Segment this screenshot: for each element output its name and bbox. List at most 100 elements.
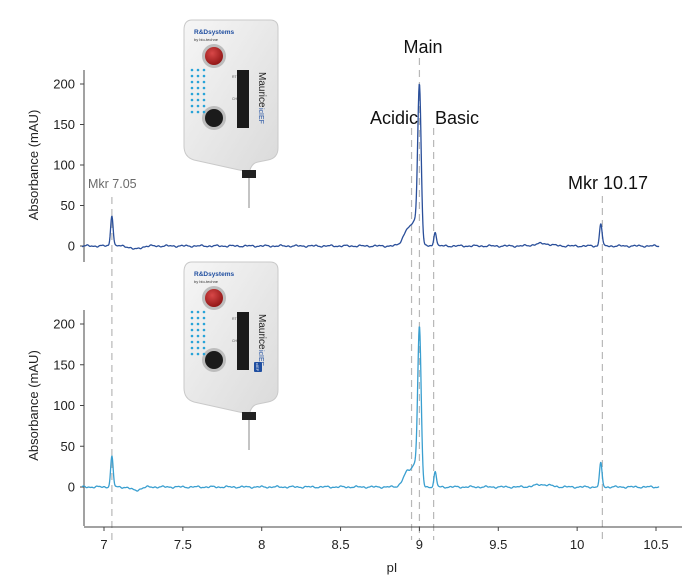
marker-label-main: Main xyxy=(403,37,442,57)
marker-label-mkr-7-05: Mkr 7.05 xyxy=(88,177,137,191)
y-tick-label: 100 xyxy=(53,158,75,173)
instrument-brand-text: R&Dsystems xyxy=(194,271,234,278)
led-dot xyxy=(202,92,206,96)
instrument-tip xyxy=(242,170,256,178)
instrument-brand-sub: by bio-techne xyxy=(194,279,219,284)
led-dot xyxy=(190,92,194,96)
led-dot xyxy=(202,334,206,338)
marker-label-basic: Basic xyxy=(435,108,479,128)
led-dot xyxy=(196,74,200,78)
led-dot xyxy=(196,310,200,314)
led-dot xyxy=(190,74,194,78)
button-top-label: RT xyxy=(232,317,237,321)
x-tick-label: 9.5 xyxy=(489,537,507,552)
chart-axes: 0 50 100 150 200 Absorbance (mAU) 0 50 100 150 200… xyxy=(26,70,682,575)
x-tick-label: 10.5 xyxy=(643,537,668,552)
instrument-model-suffix: icIEF xyxy=(257,108,264,124)
y-tick-label: 0 xyxy=(68,480,75,495)
y-tick-label: 100 xyxy=(53,398,75,413)
red-button xyxy=(205,289,223,307)
led-dot xyxy=(190,334,194,338)
instrument-brand-text: R&Dsystems xyxy=(194,29,234,36)
instrument-tip xyxy=(242,412,256,420)
x-tick-label: 7 xyxy=(100,537,107,552)
instrument-brand-sub: by bio-techne xyxy=(194,37,219,42)
top-trace-line xyxy=(81,83,660,250)
led-dot xyxy=(202,328,206,332)
led-dot xyxy=(202,98,206,102)
led-dot xyxy=(202,86,206,90)
led-dot xyxy=(196,98,200,102)
marker-lines xyxy=(111,58,603,540)
button-top-label: RT xyxy=(232,75,237,79)
led-dot xyxy=(190,80,194,84)
led-dot xyxy=(190,86,194,90)
y-tick-label: 150 xyxy=(53,357,75,372)
y-axis-title: Absorbance (mAU) xyxy=(26,350,41,461)
led-dot xyxy=(190,346,194,350)
led-dot xyxy=(202,80,206,84)
led-dot xyxy=(190,340,194,344)
y-tick-label: 200 xyxy=(53,317,75,332)
x-tick-label: 10 xyxy=(570,537,584,552)
led-dot xyxy=(196,340,200,344)
led-dot xyxy=(196,334,200,338)
led-dot xyxy=(196,92,200,96)
instrument-model-text: Maurice xyxy=(256,314,267,350)
led-dot xyxy=(196,86,200,90)
marker-label-mkr-10-17: Mkr 10.17 xyxy=(568,173,648,193)
led-dot xyxy=(196,316,200,320)
led-dot xyxy=(190,322,194,326)
chart-traces xyxy=(81,83,660,492)
bottom-trace-line xyxy=(81,326,660,492)
display-slot xyxy=(237,312,249,370)
marker-labels: Mkr 7.05 Acidic Main Basic Mkr 10.17 xyxy=(88,37,648,193)
x-tick-label: 7.5 xyxy=(174,537,192,552)
led-dot xyxy=(202,110,206,114)
red-button xyxy=(205,47,223,65)
led-dot xyxy=(190,110,194,114)
y-tick-label: 200 xyxy=(53,77,75,92)
led-dot xyxy=(196,352,200,356)
led-dot xyxy=(196,68,200,72)
y-tick-label: 150 xyxy=(53,117,75,132)
led-dot xyxy=(202,104,206,108)
instrument-badge-label: cIEF xyxy=(255,363,260,372)
black-button xyxy=(205,351,223,369)
led-dot xyxy=(190,68,194,72)
led-dot xyxy=(202,340,206,344)
led-dot xyxy=(190,316,194,320)
led-dot xyxy=(190,104,194,108)
led-dot xyxy=(202,346,206,350)
led-dot xyxy=(196,346,200,350)
button-bottom-label: CH1 xyxy=(232,339,239,343)
display-slot xyxy=(237,70,249,128)
button-bottom-label: CH1 xyxy=(232,97,239,101)
led-dot xyxy=(190,310,194,314)
x-tick-label: 8 xyxy=(258,537,265,552)
x-tick-label: 8.5 xyxy=(332,537,350,552)
led-dot xyxy=(202,68,206,72)
y-tick-label: 50 xyxy=(61,198,75,213)
led-dot xyxy=(202,310,206,314)
led-dot xyxy=(202,352,206,356)
x-axis-title: pI xyxy=(387,560,398,575)
led-dot xyxy=(190,98,194,102)
led-dot xyxy=(196,322,200,326)
y-tick-label: 50 xyxy=(61,439,75,454)
led-dot xyxy=(196,110,200,114)
instrument-badge xyxy=(254,362,262,372)
led-dot xyxy=(190,352,194,356)
instrument-model-text: Maurice xyxy=(256,72,267,108)
led-dot xyxy=(190,328,194,332)
x-tick-label: 9 xyxy=(416,537,423,552)
led-dot xyxy=(196,104,200,108)
y-axis-title: Absorbance (mAU) xyxy=(26,110,41,221)
led-dot xyxy=(202,322,206,326)
y-tick-label: 0 xyxy=(68,239,75,254)
led-dot xyxy=(196,328,200,332)
led-dot xyxy=(202,316,206,320)
